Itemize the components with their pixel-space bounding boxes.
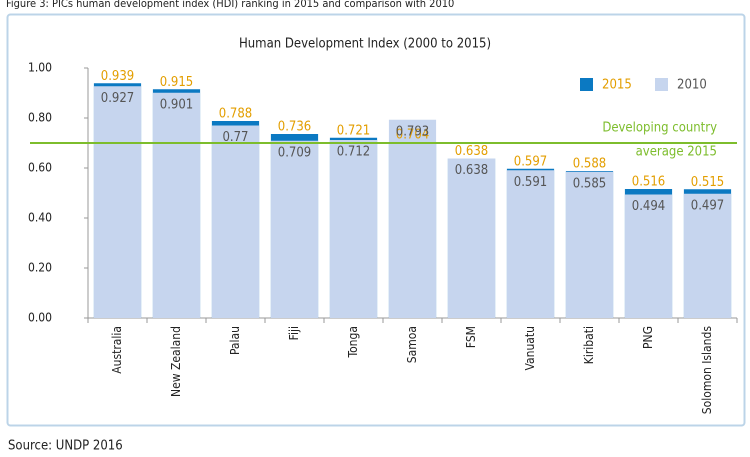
bar (211, 125, 260, 318)
value-label: 0.515 (691, 175, 724, 190)
legend-swatch (580, 78, 593, 91)
legend-label: 2010 (677, 78, 707, 93)
bar (152, 92, 201, 318)
x-tick-label: Kiribati (582, 326, 596, 364)
x-tick-label: Palau (228, 326, 242, 355)
value-label: 0.709 (278, 145, 311, 160)
x-tick-label: Fiji (287, 326, 301, 340)
bar (270, 140, 319, 318)
value-label: 0.704 (396, 128, 429, 143)
caption: Figure 3: PICs human development index (… (6, 0, 454, 10)
y-tick-label: 1.00 (28, 61, 52, 75)
reference-label: average 2015 (636, 145, 717, 160)
value-label: 0.638 (455, 144, 488, 159)
source: Source: UNDP 2016 (8, 439, 123, 454)
y-tick-label: 0.20 (28, 261, 52, 275)
x-tick-label: Samoa (405, 326, 419, 363)
value-label: 0.793 (396, 124, 429, 139)
y-tick-label: 0.60 (28, 161, 52, 175)
bar (624, 194, 673, 318)
bar (565, 171, 614, 318)
bar (329, 140, 378, 318)
x-tick-label: FSM (464, 326, 478, 348)
value-label: 0.736 (278, 120, 311, 135)
y-tick-label: 0.00 (28, 311, 52, 325)
x-tick-label: Tonga (346, 326, 360, 358)
x-tick-label: Vanuatu (523, 326, 537, 370)
chart-title: Human Development Index (2000 to 2015) (239, 37, 491, 52)
bar (93, 86, 142, 318)
value-label: 0.494 (632, 199, 665, 214)
legend-label: 2015 (602, 78, 632, 93)
value-label: 0.516 (632, 175, 665, 190)
value-label: 0.712 (337, 145, 370, 160)
value-label: 0.585 (573, 176, 606, 191)
value-label: 0.721 (337, 123, 370, 138)
value-label: 0.597 (514, 154, 547, 169)
bar (506, 170, 555, 318)
x-tick-label: New Zealand (169, 326, 183, 397)
x-tick-label: Solomon Islands (700, 326, 714, 415)
bar (388, 119, 437, 318)
value-label: 0.915 (160, 75, 193, 90)
bar (683, 193, 732, 318)
value-label: 0.497 (691, 198, 724, 213)
legend-swatch (655, 78, 668, 91)
value-label: 0.927 (101, 91, 134, 106)
bar (447, 158, 496, 318)
value-label: 0.901 (160, 97, 193, 112)
x-tick-label: PNG (641, 326, 655, 349)
value-label: 0.77 (222, 130, 248, 145)
reference-label: Developing country (602, 121, 717, 136)
value-label: 0.591 (514, 175, 547, 190)
value-label: 0.588 (573, 157, 606, 172)
value-label: 0.638 (455, 163, 488, 178)
value-label: 0.939 (101, 69, 134, 84)
x-tick-label: Australia (110, 326, 124, 374)
value-label: 0.788 (219, 107, 252, 122)
y-tick-label: 0.80 (28, 111, 52, 125)
y-tick-label: 0.40 (28, 211, 52, 225)
